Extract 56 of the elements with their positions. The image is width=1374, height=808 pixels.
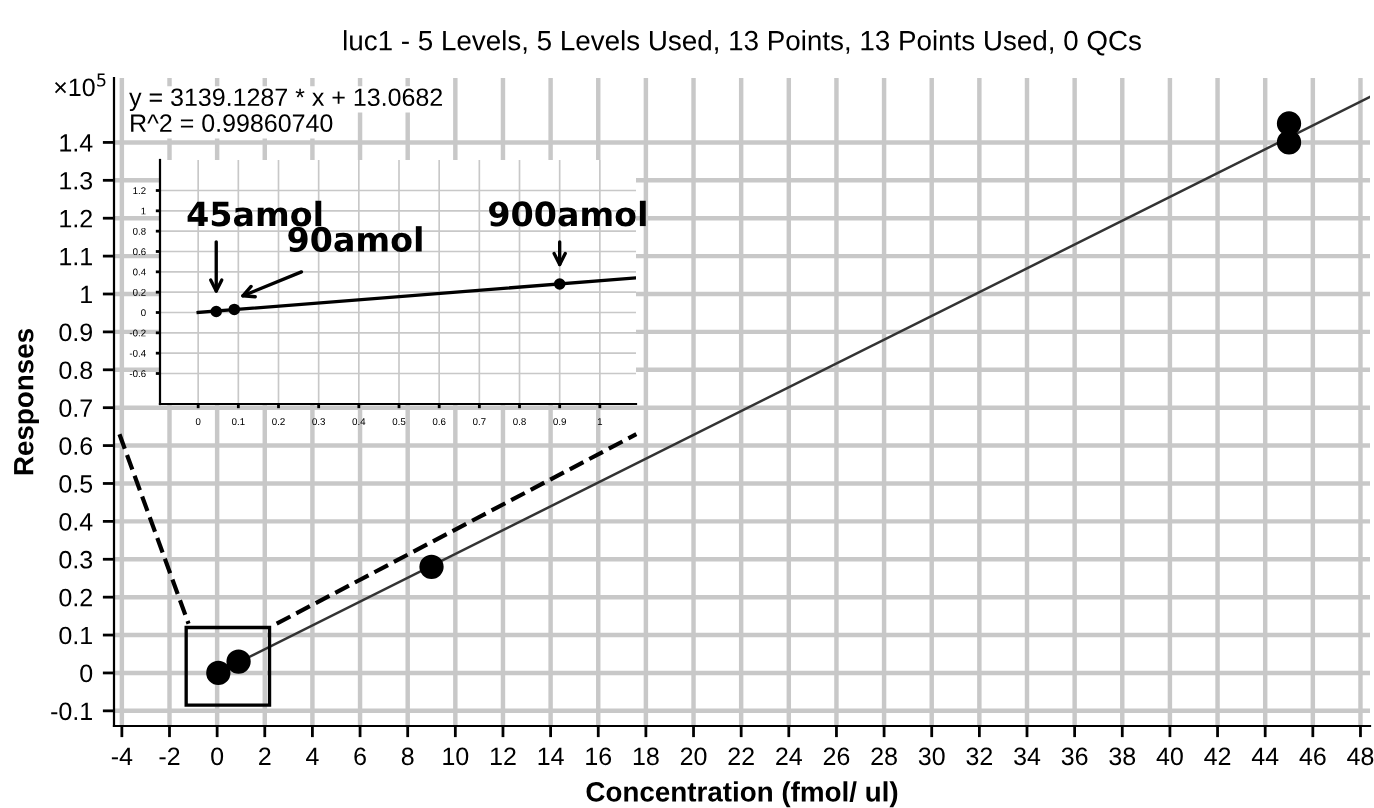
x-tick-label: 42 (1204, 747, 1231, 765)
x-tick-label: 20 (680, 747, 707, 766)
y-tick-label: 1.4 (60, 134, 93, 152)
point (1276, 111, 1302, 136)
x-tick-label: 28 (871, 747, 897, 766)
x-tick-label: 26 (823, 747, 850, 766)
x-axis-title: Concentration (fmol/ ul) (586, 781, 898, 808)
y-tick-label: 0.3 (59, 550, 93, 569)
x-tick-label: 16 (586, 747, 612, 766)
y-tick-label: 0.8 (59, 361, 93, 380)
x-tick-label: 18 (633, 747, 659, 766)
x-tick-label: 44 (1251, 747, 1279, 765)
annotation: 90amol (288, 226, 422, 252)
point (419, 554, 444, 579)
point (553, 278, 566, 290)
text: ×10$^{5}$ (54, 73, 106, 97)
x-tick-label: 24 (776, 747, 802, 765)
x-tick-label: 36 (1061, 747, 1088, 766)
x-tick-label: 0 (211, 747, 224, 766)
x-tick-label: 4 (306, 747, 319, 765)
y-tick-label: 0.5 (59, 475, 93, 493)
x-tick-label: 6 (354, 747, 366, 766)
annotation: R^2 = 0.99860740 (131, 114, 333, 132)
x-tick-label: 8 (401, 747, 414, 766)
y-tick-label: 0.2 (59, 588, 92, 607)
annotation: y = 3139.1287 * x + 13.0682 (129, 88, 442, 112)
x-tick-label: 40 (1156, 747, 1183, 766)
x-tick-label: 48 (1347, 747, 1374, 766)
x-tick-label: 10 (443, 747, 469, 766)
x-tick-label: 22 (728, 747, 754, 765)
y-tick-label: 0.4 (59, 512, 93, 531)
chart-title: luc1 - 5 Levels, 5 Levels Used, 13 Points, 13 Points Used, 0 QCs (344, 30, 1141, 56)
y-tick-label: 0.9 (59, 323, 92, 342)
y-tick-label: 0.6 (59, 437, 93, 455)
y-tick-label: 0.1 (59, 626, 92, 645)
x-tick-label: 14 (538, 747, 564, 765)
y-tick-label: 1.2 (60, 209, 92, 228)
point (228, 303, 241, 316)
x-tick-label: -4 (111, 747, 133, 765)
y-tick-label: 0 (80, 664, 93, 683)
annotation: 45amol (187, 200, 322, 227)
x-tick-label: 32 (966, 747, 993, 766)
x-tick-label: -2 (159, 747, 180, 765)
y-tick-label: 1.3 (60, 171, 93, 190)
point (210, 305, 223, 318)
y-axis-title: Responses (14, 329, 39, 475)
x-tick-label: 2 (259, 747, 271, 765)
x-tick-label: 12 (490, 747, 516, 765)
x-tick-label: 46 (1299, 747, 1326, 766)
y-tick-label: -0.1 (51, 702, 92, 721)
annotation: 900amol (489, 200, 646, 227)
x-tick-label: 34 (1014, 747, 1041, 766)
y-tick-label: 1.1 (60, 247, 92, 266)
y-tick-label: 1 (81, 285, 92, 304)
x-tick-label: 30 (918, 747, 945, 766)
x-tick-label: 38 (1109, 747, 1136, 766)
